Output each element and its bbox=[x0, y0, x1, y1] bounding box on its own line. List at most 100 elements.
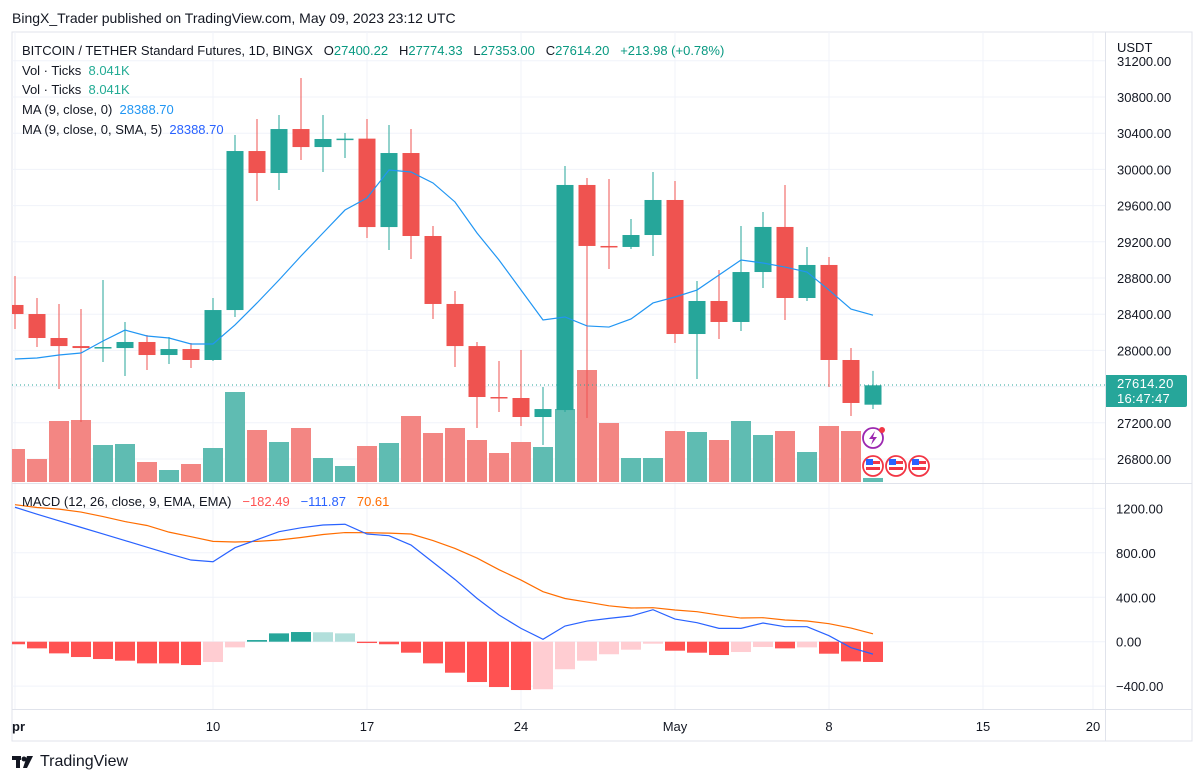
currency-unit[interactable]: USDT bbox=[1117, 40, 1153, 55]
indicator-legend-ma[interactable]: MA (9, close, 0) 28388.70 bbox=[22, 102, 174, 117]
macd-histogram bbox=[12, 632, 883, 691]
candle-body bbox=[820, 264, 838, 360]
indicator-value: 28388.70 bbox=[119, 102, 174, 117]
price-tick-label: 30800.00 bbox=[1117, 90, 1171, 105]
symbol-name[interactable]: BITCOIN / TETHER Standard Futures, 1D, B… bbox=[22, 43, 313, 58]
macd-line bbox=[14, 506, 874, 655]
macd-histogram-bar bbox=[27, 641, 47, 649]
macd-histogram-bar bbox=[313, 632, 333, 642]
candle-body bbox=[534, 409, 552, 418]
candle-body bbox=[182, 349, 200, 360]
candle-body bbox=[732, 272, 750, 322]
volume-bar bbox=[357, 446, 377, 482]
macd-histogram-bar bbox=[71, 641, 91, 658]
indicator-value: 8.041K bbox=[88, 82, 130, 97]
volume-bar bbox=[731, 421, 751, 482]
macd-histogram-bar bbox=[137, 641, 157, 664]
tradingview-brand: TradingView bbox=[40, 753, 129, 770]
macd-value: −111.87 bbox=[300, 494, 346, 509]
volume-bar bbox=[115, 444, 135, 482]
low-label: L bbox=[473, 43, 481, 58]
us-flag-event-icon[interactable] bbox=[908, 455, 930, 477]
candle-body bbox=[798, 264, 816, 299]
macd-tick-label: 1200.00 bbox=[1116, 501, 1163, 516]
macd-histogram-bar bbox=[577, 641, 597, 661]
price-axis[interactable]: 26800.00 27200.00 28000.00 28400.00 28800.00… bbox=[1117, 54, 1171, 467]
candle-body bbox=[50, 338, 68, 347]
time-tick-label: pr bbox=[12, 719, 25, 734]
price-tick-label: 27200.00 bbox=[1117, 416, 1171, 431]
volume-bar bbox=[379, 443, 399, 482]
macd-histogram-bar bbox=[555, 641, 575, 670]
macd-histogram-bar bbox=[621, 641, 641, 650]
time-axis[interactable]: pr 10 17 24 May 8 15 20 bbox=[12, 719, 1100, 734]
volume-bar bbox=[93, 445, 113, 482]
last-price: 27614.20 bbox=[1117, 376, 1174, 391]
last-price-tag: 27614.20 16:47:47 bbox=[1106, 375, 1187, 407]
symbol-legend: BITCOIN / TETHER Standard Futures, 1D, B… bbox=[22, 43, 724, 58]
time-tick-label: 8 bbox=[825, 719, 832, 734]
macd-histogram-bar bbox=[269, 633, 289, 642]
volume-bar bbox=[797, 452, 817, 482]
indicator-value: 8.041K bbox=[88, 63, 130, 78]
volume-bar bbox=[665, 431, 685, 482]
candle-body bbox=[314, 138, 332, 148]
price-tick-label: 31200.00 bbox=[1117, 54, 1171, 69]
macd-histogram-bar bbox=[247, 640, 267, 642]
volume-bar bbox=[775, 431, 795, 482]
macd-histogram-bar bbox=[203, 641, 223, 663]
volume-bar bbox=[863, 477, 883, 482]
lightning-event-icon[interactable] bbox=[862, 427, 885, 449]
macd-histogram-bar bbox=[379, 641, 399, 645]
macd-tick-label: −400.00 bbox=[1116, 679, 1163, 694]
time-tick-label: May bbox=[663, 719, 688, 734]
candle-body bbox=[842, 359, 860, 403]
volume-bar bbox=[467, 440, 487, 482]
candle-body bbox=[94, 347, 112, 349]
low-value: 27353.00 bbox=[480, 43, 535, 58]
macd-legend[interactable]: MACD (12, 26, close, 9, EMA, EMA) −182.4… bbox=[22, 494, 389, 509]
macd-axis[interactable]: −400.00 0.00 400.00 800.00 1200.00 bbox=[1116, 501, 1163, 694]
candle-body bbox=[754, 226, 772, 273]
volume-bar bbox=[511, 442, 531, 482]
volume-bar bbox=[203, 448, 223, 482]
candle-body bbox=[468, 346, 486, 398]
volume-bar bbox=[49, 421, 69, 482]
volume-bar bbox=[313, 458, 333, 482]
macd-histogram-bar bbox=[159, 641, 179, 664]
tradingview-logo-icon bbox=[12, 756, 33, 768]
macd-histogram-bar bbox=[511, 641, 531, 691]
price-tick-label: 30400.00 bbox=[1117, 126, 1171, 141]
indicator-value: 28388.70 bbox=[169, 122, 224, 137]
price-tick-label: 28800.00 bbox=[1117, 271, 1171, 286]
time-tick-label: 20 bbox=[1086, 719, 1100, 734]
us-flag-event-icon[interactable] bbox=[862, 455, 884, 477]
indicator-legend-vol-2[interactable]: Vol · Ticks 8.041K bbox=[22, 82, 130, 97]
volume-bar bbox=[291, 428, 311, 482]
volume-bar bbox=[577, 370, 597, 482]
macd-histogram-bar bbox=[115, 641, 135, 661]
candle-body bbox=[336, 138, 354, 141]
volume-bar bbox=[819, 426, 839, 482]
indicator-legend-ma-sma[interactable]: MA (9, close, 0, SMA, 5) 28388.70 bbox=[22, 122, 224, 137]
macd-histogram-bar bbox=[49, 641, 69, 654]
candle-body bbox=[270, 129, 288, 174]
candle-body bbox=[688, 300, 706, 335]
candle-body bbox=[424, 236, 442, 304]
candle-body bbox=[226, 151, 244, 311]
indicator-name: Vol · Ticks bbox=[22, 82, 82, 97]
macd-histogram-bar bbox=[819, 641, 839, 654]
us-flag-event-icon[interactable] bbox=[885, 455, 907, 477]
volume-bar bbox=[445, 428, 465, 482]
tradingview-logo[interactable]: TradingView bbox=[12, 753, 128, 771]
price-tick-label: 28000.00 bbox=[1117, 343, 1171, 358]
volume-bar bbox=[335, 466, 355, 482]
indicator-legend-vol-1[interactable]: Vol · Ticks 8.041K bbox=[22, 63, 130, 78]
candle-body bbox=[116, 341, 134, 349]
macd-histogram-bar bbox=[775, 641, 795, 649]
macd-histogram-bar bbox=[841, 641, 861, 662]
macd-histogram-bar bbox=[225, 641, 245, 648]
macd-indicator-name: MACD (12, 26, close, 9, EMA, EMA) bbox=[22, 494, 232, 509]
macd-tick-label: 400.00 bbox=[1116, 590, 1156, 605]
